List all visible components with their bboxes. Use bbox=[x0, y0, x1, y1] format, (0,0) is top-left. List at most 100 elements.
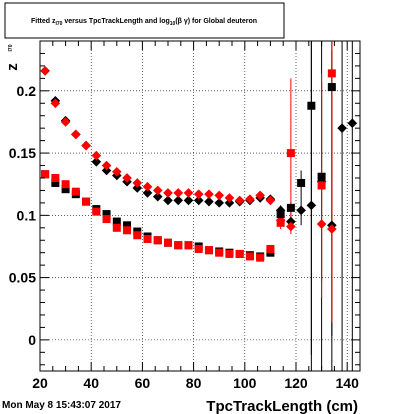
data-point-diamond bbox=[81, 140, 91, 151]
y-tick-label: 0 bbox=[28, 332, 36, 348]
data-point-diamond bbox=[163, 188, 173, 198]
data-point-square bbox=[245, 252, 254, 261]
data-point-diamond bbox=[193, 195, 204, 206]
data-point-diamond bbox=[255, 190, 265, 201]
data-point-diamond bbox=[71, 129, 81, 140]
data-point-diamond bbox=[101, 165, 112, 176]
title-part: versus TpcTrackLength and log bbox=[62, 18, 169, 25]
title-frame bbox=[4, 2, 285, 39]
data-point-square bbox=[317, 181, 326, 190]
data-point-square bbox=[266, 244, 275, 253]
x-tick-label: 140 bbox=[336, 375, 360, 391]
data-point-diamond bbox=[224, 193, 235, 203]
data-point-diamond bbox=[152, 191, 163, 202]
data-point-square bbox=[225, 249, 234, 258]
data-point-diamond bbox=[50, 98, 61, 109]
data-point-diamond bbox=[132, 178, 143, 188]
x-tick-label: 60 bbox=[135, 375, 151, 391]
data-point-diamond bbox=[316, 219, 327, 229]
data-point-square bbox=[102, 215, 111, 224]
data-point-diamond bbox=[296, 205, 306, 216]
data-point-diamond bbox=[204, 189, 214, 199]
data-point-diamond bbox=[265, 195, 276, 206]
x-tick-label: 20 bbox=[32, 375, 48, 391]
data-point-square bbox=[133, 231, 142, 240]
data-point-diamond bbox=[142, 181, 153, 192]
data-point-diamond bbox=[193, 189, 204, 199]
data-point-square bbox=[123, 221, 132, 230]
title-part: 10 bbox=[170, 21, 176, 27]
data-point-diamond bbox=[60, 117, 71, 127]
data-point-diamond bbox=[306, 200, 317, 211]
data-point-diamond bbox=[173, 188, 184, 198]
data-point-diamond bbox=[91, 156, 102, 167]
y-tick-label: 0.15 bbox=[9, 145, 36, 161]
data-point-square bbox=[184, 241, 193, 250]
data-point-square bbox=[112, 217, 121, 226]
data-point-square bbox=[276, 210, 285, 219]
data-point-square bbox=[307, 101, 316, 110]
data-point-square bbox=[51, 173, 60, 182]
data-point-square bbox=[276, 218, 285, 227]
y-tick-label: 0.05 bbox=[9, 270, 36, 286]
data-point-square bbox=[123, 226, 132, 235]
x-tick-label: 100 bbox=[233, 375, 257, 391]
data-point-diamond bbox=[183, 188, 194, 198]
data-point-square bbox=[61, 185, 70, 194]
data-point-diamond bbox=[122, 173, 132, 183]
x-tick-label: 120 bbox=[284, 375, 308, 391]
timestamp: Mon May 8 15:43:07 2017 bbox=[2, 400, 121, 411]
chart-title-box: Fitted zI70 versus TpcTrackLength and lo… bbox=[4, 2, 285, 39]
data-point-diamond bbox=[286, 221, 296, 232]
data-point-diamond bbox=[91, 150, 102, 161]
data-point-square bbox=[102, 210, 111, 219]
data-point-diamond bbox=[347, 118, 358, 128]
data-point-square bbox=[143, 235, 152, 243]
data-point-diamond bbox=[40, 66, 50, 76]
y-tick-label: 0.1 bbox=[17, 207, 37, 223]
data-point-square bbox=[153, 236, 162, 245]
x-tick-label: 40 bbox=[83, 375, 99, 391]
data-point-square bbox=[317, 172, 326, 181]
data-point-diamond bbox=[224, 198, 235, 208]
data-point-square bbox=[235, 249, 244, 258]
data-point-diamond bbox=[152, 185, 163, 196]
data-point-diamond bbox=[183, 195, 194, 206]
axis-ticks bbox=[39, 40, 361, 371]
x-tick-label: 80 bbox=[186, 375, 202, 391]
data-point-square bbox=[174, 241, 183, 250]
data-point-square bbox=[92, 207, 101, 216]
data-point-square bbox=[51, 178, 60, 187]
data-point-diamond bbox=[286, 216, 296, 227]
data-point-diamond bbox=[214, 190, 224, 201]
data-point-square bbox=[82, 197, 91, 206]
data-point-square bbox=[164, 238, 172, 247]
data-point-diamond bbox=[337, 123, 347, 133]
data-point-diamond bbox=[132, 183, 143, 193]
data-point-square bbox=[204, 246, 213, 255]
chart-title: Fitted zI70 versus TpcTrackLength and lo… bbox=[31, 18, 257, 27]
data-point-diamond bbox=[234, 195, 245, 206]
data-point-diamond bbox=[214, 198, 224, 208]
y-axis-title-main: z bbox=[4, 63, 21, 71]
data-point-square bbox=[61, 180, 70, 189]
data-point-square bbox=[297, 178, 306, 187]
grid bbox=[40, 41, 360, 371]
axis-tick-labels: 20 40 60 80 100 120 140 0 0.05 0.1 0.15 0.2 bbox=[9, 83, 359, 391]
data-point-diamond bbox=[112, 166, 122, 177]
data-point-square bbox=[327, 83, 336, 92]
data-point-square bbox=[327, 69, 336, 78]
data-point-square bbox=[286, 203, 295, 212]
data-point-square bbox=[71, 187, 80, 196]
data-point-diamond bbox=[163, 195, 173, 206]
y-axis-title-sub: I70 bbox=[8, 44, 14, 51]
title-part: Fitted z bbox=[31, 18, 56, 25]
title-part: (β γ) for Global deuteron bbox=[175, 18, 257, 25]
data-point-diamond bbox=[204, 196, 214, 207]
y-axis-title: z I70 bbox=[4, 44, 21, 70]
data-point-diamond bbox=[142, 188, 153, 198]
data-point-square bbox=[215, 248, 224, 257]
data-point-square bbox=[194, 244, 203, 253]
data-point-diamond bbox=[101, 160, 112, 171]
